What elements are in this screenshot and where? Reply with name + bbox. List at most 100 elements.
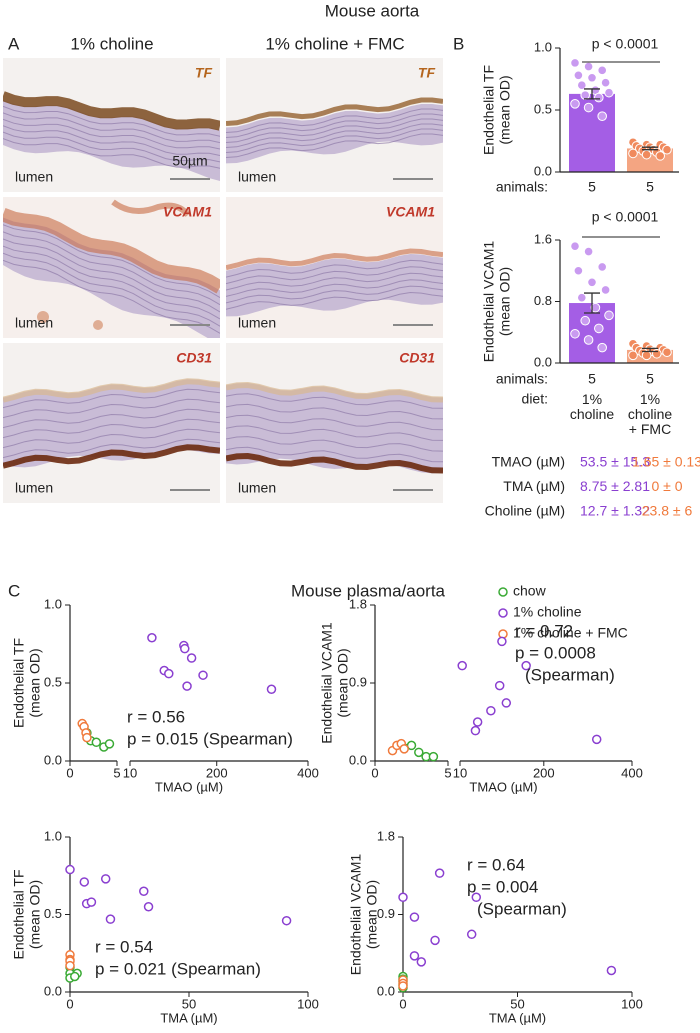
x-tick-label: 0 [399,996,406,1011]
data-point [164,668,174,679]
data-point [583,61,594,72]
data-point [399,744,409,754]
elastic-lamina [3,388,220,409]
data-point [139,886,149,896]
data-point [573,70,584,81]
micrograph: VCAM1 lumen [226,197,443,338]
data-point [100,874,111,884]
table-row-label: TMA (µM) [503,478,565,494]
data-point [591,734,602,745]
elastic-lamina [226,425,443,441]
elastic-lamina [3,125,220,156]
data-point [182,681,192,691]
data-point [65,864,75,875]
data-point [590,302,601,313]
y-axis-label: (mean OD) [27,648,43,717]
x-tick-label: 400 [621,765,643,780]
data-point [606,965,617,976]
data-point [104,739,115,749]
data-point [466,929,477,940]
data-point [281,915,292,926]
column-header: 1% choline + FMC [265,34,404,53]
micrograph: VCAM1 lumen [3,197,220,338]
tissue [226,383,443,474]
category-label: 1% choline [569,392,615,422]
table-value: 53.5 ± 15.3 [580,454,650,470]
tissue [226,254,443,317]
error-bar [642,146,658,151]
y-axis-label: (mean OD) [335,648,351,717]
y-axis-label: (mean OD) [364,880,380,949]
data-point [577,80,587,90]
micrograph-content [226,343,443,503]
stain [226,452,443,474]
data-point [501,698,512,708]
data-point [604,310,614,321]
stain-label: CD31 [399,350,435,366]
animal-count: 5 [588,371,596,387]
stain-label: VCAM1 [163,204,212,220]
y-axis-label: Endothelial VCAM1 [319,622,335,744]
table-value: 23.8 ± 6 [642,503,693,519]
table-row-label: TMAO (µM) [492,454,565,470]
data-point [428,751,439,762]
elastic-lamina [3,398,220,419]
stat-annotation: p = 0.015 (Spearman) [127,729,293,748]
stat-annotation: (Spearman) [525,665,615,684]
panel-label: B [453,34,464,53]
y-tick-label: 0.8 [534,293,552,308]
legend-label: 1% choline + FMC [513,625,628,641]
stat-annotation: p = 0.0008 [515,643,596,662]
data-point [628,148,638,159]
micrograph-content [3,197,220,338]
stain [3,91,220,131]
animal-count: 5 [646,179,654,195]
y-axis-label: Endothelial TF [11,869,27,959]
elastic-lamina [3,245,220,320]
data-point [497,636,507,647]
data-point [583,102,594,113]
elastic-lamina [226,128,443,153]
data-point [655,151,666,161]
legend-marker [498,587,508,597]
data-point [628,350,638,361]
elastic-lamina [3,224,220,299]
stain-label: TF [418,65,436,81]
table-value: 0 ± 0 [651,478,682,494]
data-point [147,633,157,643]
elastic-lamina [3,105,220,137]
tissue [3,379,220,468]
data-point [573,265,584,276]
data-point [662,144,672,155]
stat-annotation: p = 0.004 [467,877,538,896]
micrograph: CD31 lumen [226,343,443,503]
data-point [266,684,277,694]
y-axis-label: Endothelial TF [11,638,27,728]
data-point [105,914,116,924]
elastic-lamina [3,408,220,429]
stat-annotation: r = 0.54 [95,937,153,956]
title-a: Mouse aorta [325,1,420,20]
title-c: Mouse plasma/aorta [291,581,446,600]
lumen-label: lumen [238,169,276,185]
row-label: animals: [496,371,548,387]
data-point [597,342,608,353]
y-axis-label: (mean OD) [497,267,513,336]
y-tick-label: 0.0 [44,983,62,998]
data-point [583,246,594,257]
stain-label: VCAM1 [386,204,435,220]
data-point [570,328,580,339]
animal-count: 5 [646,371,654,387]
legend-marker [498,608,508,618]
x-tick-label: 0 [66,765,73,780]
elastic-lamina [3,238,220,313]
micrograph: CD31 lumen [3,343,220,503]
y-tick-label: 0.0 [534,354,552,369]
elastic-lamina [226,123,443,148]
stain-label: CD31 [176,350,212,366]
elastic-lamina [3,118,220,150]
error-bar [584,88,600,100]
x-tick-label: 100 [297,996,319,1011]
elastic-lamina [226,446,443,463]
